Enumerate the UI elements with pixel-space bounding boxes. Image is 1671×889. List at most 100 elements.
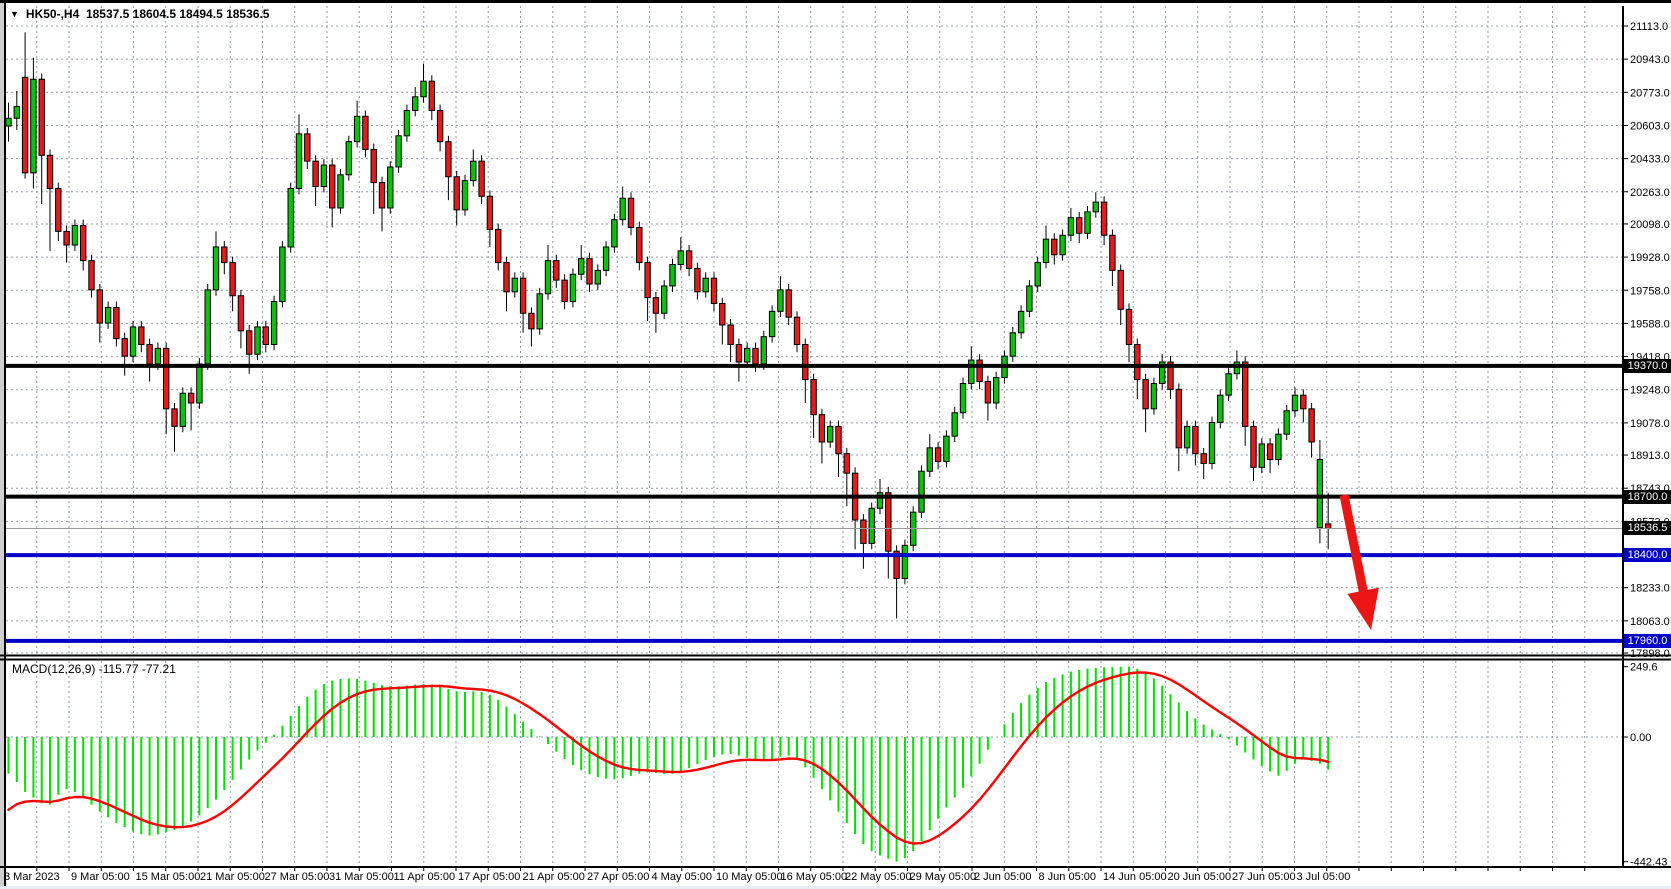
candle-body [1225, 373, 1232, 396]
price-axis-label[interactable]: 19588.0 [1630, 318, 1670, 330]
price-level-badge: 18400.0 [1624, 548, 1671, 563]
time-axis-label[interactable]: 16 May 05:00 [781, 871, 848, 883]
price-axis-label[interactable]: 18913.0 [1630, 450, 1670, 462]
candle-body [1283, 410, 1290, 435]
candle-body [519, 277, 527, 314]
time-axis-label[interactable]: 14 Jun 05:00 [1103, 871, 1167, 883]
candle-body [304, 133, 311, 162]
price-axis-label[interactable]: 18233.0 [1630, 583, 1670, 595]
candle-body [88, 260, 95, 291]
time-axis-label[interactable]: 22 May 05:00 [845, 871, 912, 883]
candle-body [810, 379, 817, 416]
time-axis-label[interactable]: 10 May 05:00 [716, 871, 783, 883]
price-level-badge: 18700.0 [1624, 489, 1671, 504]
price-level-badge: 19370.0 [1624, 358, 1671, 373]
candle-body [1067, 217, 1075, 236]
price-axis-label[interactable]: 19758.0 [1630, 285, 1670, 297]
price-axis-label[interactable]: 19928.0 [1630, 252, 1670, 264]
candle-body [495, 228, 502, 264]
candle-body [951, 412, 958, 437]
candle-body [802, 343, 809, 381]
price-axis-label[interactable]: 20263.0 [1630, 187, 1670, 199]
candle-body [353, 115, 361, 143]
time-axis-label[interactable]: 29 May 05:00 [910, 871, 977, 883]
macd-axis-label[interactable]: -442.43 [1630, 857, 1667, 869]
candle-body [1017, 310, 1025, 334]
candle-body [104, 306, 112, 324]
candle-body [1175, 388, 1182, 449]
annotation-arrow-shaft[interactable] [1339, 494, 1369, 598]
time-axis-label[interactable]: 17 Apr 05:00 [458, 871, 520, 883]
time-axis-label[interactable]: 15 Mar 05:00 [136, 871, 201, 883]
time-axis-label[interactable]: 4 May 05:00 [652, 871, 713, 883]
candle-body [262, 326, 270, 345]
candle-body [818, 414, 826, 443]
candle-body [586, 258, 593, 285]
candle-body [835, 425, 842, 455]
time-axis-label[interactable]: 27 Mar 05:00 [265, 871, 330, 883]
candle-body [901, 544, 909, 580]
candle-body [1183, 425, 1191, 449]
symbol-dropdown-icon[interactable]: ▼ [10, 9, 19, 19]
candle-body [652, 297, 660, 314]
candle-body [461, 180, 469, 211]
price-level-badge: 18536.5 [1624, 521, 1671, 536]
macd-axis-label[interactable]: 0.00 [1630, 732, 1651, 744]
time-axis-label[interactable]: 21 Mar 05:00 [200, 871, 265, 883]
candle-body [1300, 394, 1307, 410]
candle-body [370, 148, 377, 184]
price-axis-label[interactable]: 20773.0 [1630, 87, 1670, 99]
candle-body [187, 392, 195, 404]
macd-axis-label[interactable]: 249.6 [1630, 662, 1658, 674]
candle-body [1142, 379, 1149, 410]
price-axis-label[interactable]: 20943.0 [1630, 54, 1670, 66]
candle-body [428, 80, 436, 111]
candle-body [959, 382, 967, 414]
candle-body [1034, 262, 1041, 287]
price-axis-label[interactable]: 19248.0 [1630, 385, 1670, 397]
candle-body [544, 260, 552, 295]
annotation-arrow-head[interactable] [1347, 587, 1379, 630]
candle-body [868, 507, 875, 544]
price-axis-label[interactable]: 17898.0 [1630, 648, 1670, 660]
time-axis-label[interactable]: 8 Jun 05:00 [1039, 871, 1097, 883]
candle-body [760, 336, 767, 365]
candle-body [229, 262, 236, 297]
candle-body [121, 338, 128, 357]
chart-canvas[interactable]: 21113.0 20943.0 20773.0 20603.0 20433.0 20263… [0, 3, 1671, 889]
time-axis-label[interactable]: 31 Mar 05:00 [329, 871, 394, 883]
candle-body [320, 164, 328, 188]
candle-body [138, 326, 145, 345]
chart-title: HK50-,H4 18537.5 18604.5 18494.5 18536.5 [25, 7, 270, 21]
candle-body [1059, 234, 1066, 256]
candle-body [55, 187, 62, 232]
price-axis-label[interactable]: 20603.0 [1630, 120, 1670, 132]
price-axis-label[interactable]: 20433.0 [1630, 154, 1670, 166]
time-axis-label[interactable]: 3 Jul 05:00 [1297, 871, 1351, 883]
price-axis-label[interactable]: 18063.0 [1630, 616, 1670, 628]
time-axis-label[interactable]: 2 Jun 05:00 [974, 871, 1032, 883]
time-axis-label[interactable]: 27 Jun 05:00 [1232, 871, 1296, 883]
time-axis-label[interactable]: 21 Apr 05:00 [523, 871, 585, 883]
time-axis-label[interactable]: 11 Apr 05:00 [394, 871, 456, 883]
candle-body [885, 492, 892, 552]
candle-body [179, 392, 187, 427]
candle-body [694, 267, 701, 293]
time-axis-label[interactable]: 27 Apr 05:00 [587, 871, 649, 883]
price-axis-label[interactable]: 20098.0 [1630, 219, 1670, 231]
time-axis-label[interactable]: 3 Mar 2023 [4, 871, 60, 883]
candle-body [470, 160, 477, 182]
candle-body [993, 377, 1000, 404]
candle-body [403, 109, 411, 137]
candle-body [129, 326, 137, 357]
price-axis-label[interactable]: 19078.0 [1630, 418, 1670, 430]
candle-body [1308, 408, 1315, 443]
candle-body [163, 347, 170, 410]
price-axis-label[interactable]: 21113.0 [1630, 21, 1668, 33]
candle-body [30, 78, 37, 174]
time-axis-label[interactable]: 9 Mar 05:00 [71, 871, 130, 883]
time-axis-label[interactable]: 20 Jun 05:00 [1168, 871, 1232, 883]
candle-body [860, 519, 867, 544]
price-level-badge: 17960.0 [1624, 633, 1671, 648]
candle-body [1076, 217, 1083, 234]
